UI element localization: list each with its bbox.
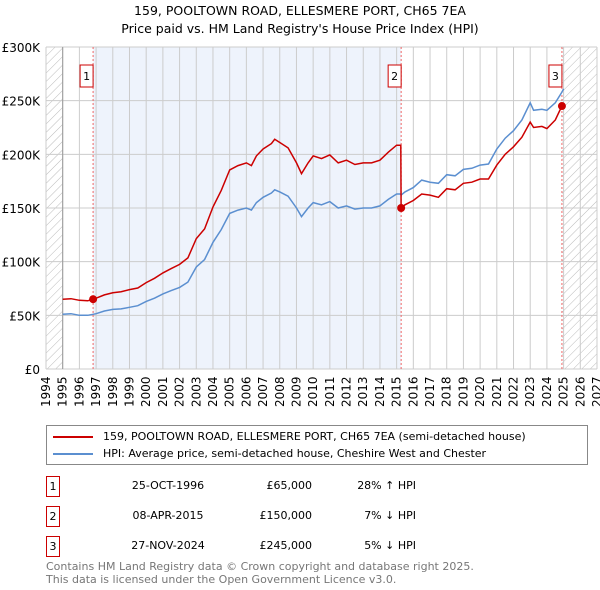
y-tick-label: £0 <box>25 363 40 377</box>
sale-label-number: 2 <box>391 70 398 83</box>
x-tick-label: 2007 <box>256 376 270 407</box>
y-tick-label: £150K <box>2 202 42 216</box>
sale-price: £150,000 <box>259 509 313 522</box>
hpi-line <box>62 88 565 317</box>
price-chart: 1994 1995 1996 1997 1998 1999 2000 2001 2002 2003… <box>2 41 600 407</box>
legend-label-hpi: HPI: Average price, semi-detached house,… <box>103 447 487 460</box>
table-row: 2 08-APR-2015 £150,000 7% ↓ HPI <box>46 506 446 527</box>
x-tick-label: 1994 <box>39 376 53 407</box>
x-tick-label: 2012 <box>340 376 354 407</box>
x-tick-label: 1998 <box>106 376 120 407</box>
x-tick-label: 2027 <box>590 376 600 407</box>
x-tick-label: 2002 <box>173 376 187 407</box>
sale-date: 25-OCT-1996 <box>131 479 205 492</box>
sale-hpi-diff: 28% ↑ HPI <box>357 479 416 492</box>
sale-label-number: 1 <box>83 70 90 83</box>
x-tick-label: 2013 <box>356 376 370 407</box>
x-tick-label: 2011 <box>323 376 337 407</box>
table-row: 3 27-NOV-2024 £245,000 5% ↓ HPI <box>46 536 446 557</box>
x-tick-label: 2017 <box>423 376 437 407</box>
x-tick-label: 2009 <box>289 376 303 407</box>
x-tick-label: 2016 <box>406 376 420 407</box>
x-tick-label: 2004 <box>206 376 220 407</box>
y-tick-label: £200K <box>2 148 42 162</box>
x-tick-label: 2010 <box>306 376 320 407</box>
x-tick-label: 2024 <box>540 376 554 407</box>
sale-label-box <box>548 64 563 88</box>
sale-point <box>89 295 98 304</box>
x-tick-label: 2023 <box>523 376 537 407</box>
x-tick-label: 2005 <box>223 376 237 407</box>
sale-hpi-diff: 5% ↓ HPI <box>364 539 416 552</box>
x-tick-label: 2018 <box>440 376 454 407</box>
x-tick-label: 2000 <box>139 376 153 407</box>
sale-date: 27-NOV-2024 <box>131 539 205 552</box>
x-tick-label: 2014 <box>373 376 387 407</box>
sale-number: 1 <box>46 476 60 497</box>
legend-swatch-hpi <box>53 452 93 455</box>
legend-item-property: 159, POOLTOWN ROAD, ELLESMERE PORT, CH65… <box>53 430 526 443</box>
x-tick-label: 2008 <box>273 376 287 407</box>
footer: Contains HM Land Registry data © Crown c… <box>46 560 474 586</box>
x-tick-label: 1995 <box>56 376 70 407</box>
x-tick-label: 2021 <box>490 376 504 407</box>
sale-label-box <box>79 64 94 88</box>
sale-number: 2 <box>46 506 60 527</box>
x-tick-label: 2019 <box>456 376 470 407</box>
x-tick-label: 2022 <box>507 376 521 407</box>
x-tick-label: 2015 <box>390 376 404 407</box>
x-tick-label: 2026 <box>573 376 587 407</box>
footer-copyright: Contains HM Land Registry data © Crown c… <box>46 560 474 573</box>
x-tick-label: 2020 <box>473 376 487 407</box>
sale-point <box>397 204 406 212</box>
legend-label-property: 159, POOLTOWN ROAD, ELLESMERE PORT, CH65… <box>103 430 526 443</box>
x-tick-label: 2025 <box>557 376 571 407</box>
sale-hpi-diff: 7% ↓ HPI <box>364 509 416 522</box>
x-tick-label: 2006 <box>239 376 253 407</box>
x-tick-label: 1999 <box>122 376 136 407</box>
y-tick-label: £100K <box>2 256 42 270</box>
x-tick-label: 2003 <box>189 376 203 407</box>
legend-swatch-property <box>53 435 93 438</box>
property-price-line <box>62 105 563 302</box>
sale-point <box>557 102 566 111</box>
chart-title: 159, POOLTOWN ROAD, ELLESMERE PORT, CH65… <box>134 3 466 18</box>
legend-item-hpi: HPI: Average price, semi-detached house,… <box>53 447 486 460</box>
y-tick-label: £300K <box>2 41 42 55</box>
x-tick-label: 1996 <box>72 376 86 407</box>
chart-subtitle: Price paid vs. HM Land Registry's House … <box>121 21 479 36</box>
y-tick-label: £50K <box>9 309 41 323</box>
legend: 159, POOLTOWN ROAD, ELLESMERE PORT, CH65… <box>46 425 588 465</box>
sale-price: £65,000 <box>266 479 313 492</box>
table-row: 1 25-OCT-1996 £65,000 28% ↑ HPI <box>46 476 446 497</box>
y-tick-label: £250K <box>2 95 42 109</box>
sale-label-box <box>387 64 402 88</box>
sale-number: 3 <box>46 536 60 557</box>
sale-date: 08-APR-2015 <box>132 509 204 522</box>
x-tick-label: 2001 <box>156 376 170 407</box>
footer-licence: This data is licensed under the Open Gov… <box>46 572 397 586</box>
sale-price: £245,000 <box>259 539 313 552</box>
x-tick-label: 1997 <box>89 376 103 407</box>
sale-label-number: 3 <box>552 70 559 83</box>
